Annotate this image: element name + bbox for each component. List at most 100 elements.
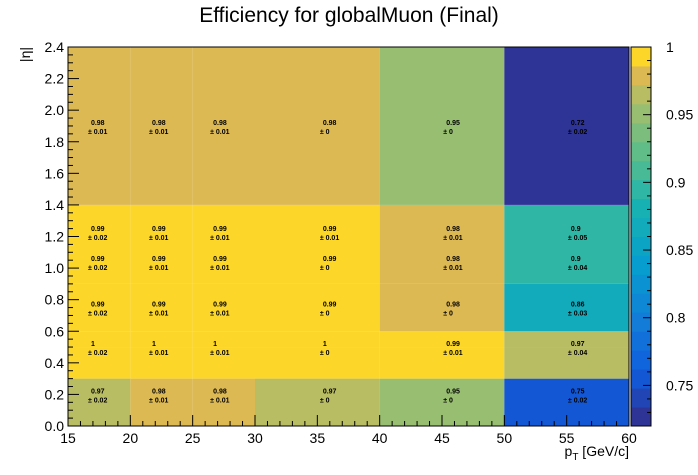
heatmap-cell — [504, 347, 629, 379]
cell-value-label: 0.98 — [213, 120, 227, 127]
y-tick-label: 1.0 — [45, 260, 65, 276]
colorbar-tick-label: 0.85 — [666, 242, 693, 258]
colorbar-segment — [631, 47, 651, 67]
colorbar-segment — [631, 198, 651, 219]
cell-value-label: 0.72 — [571, 120, 585, 127]
cell-error-label: ± 0.01 — [149, 235, 169, 242]
colorbar-tick-label: 0.9 — [666, 174, 686, 190]
cell-value-label: 0.99 — [446, 341, 460, 348]
colorbar-segment — [631, 236, 651, 256]
x-tick-label: 30 — [247, 430, 263, 446]
colorbar-tick-label: 0.8 — [666, 310, 686, 326]
heatmap-cell — [504, 331, 629, 348]
x-axis-label: pT [GeV/c] — [565, 443, 629, 463]
cell-error-label: ± 0.01 — [443, 265, 463, 272]
cell-error-label: ± 0.01 — [443, 235, 463, 242]
cell-value-label: 0.99 — [213, 226, 227, 233]
colorbar-segment — [631, 369, 651, 389]
cell-value-label: 1 — [323, 341, 327, 348]
heatmap-cell — [68, 47, 131, 205]
cell-value-label: 0.99 — [91, 226, 105, 233]
cell-error-label: ± 0.04 — [568, 350, 588, 357]
heatmap-cell — [68, 283, 131, 332]
cell-value-label: 0.99 — [152, 226, 166, 233]
heatmap-cell — [192, 283, 255, 332]
cell-value-label: 0.86 — [571, 302, 585, 309]
colorbar-tick-label: 0.75 — [666, 377, 693, 393]
heatmap-cell — [130, 283, 193, 332]
cell-error-label: ± 0 — [320, 265, 330, 272]
heatmap-cell — [255, 47, 380, 205]
chart-title: Efficiency for globalMuon (Final) — [199, 4, 499, 27]
heatmap-cell — [192, 47, 255, 205]
colorbar-segment — [631, 141, 651, 162]
x-tick-label: 35 — [310, 430, 326, 446]
x-tick-label: 60 — [621, 430, 637, 446]
colorbar-segment — [631, 388, 651, 408]
y-tick-label: 1.2 — [45, 229, 65, 245]
heatmap-cell-labels: 0.97 ± 0.02 0.98 ± 0.01 0.98 ± 0.01 0.97 ± 0 0.9… — [88, 120, 587, 404]
colorbar-segment — [631, 84, 651, 105]
heatmap-cell — [255, 204, 380, 284]
cell-error-label: ± 0.01 — [210, 129, 230, 136]
heatmap-cell — [68, 331, 131, 348]
cell-error-label: ± 0.02 — [88, 350, 108, 357]
y-tick-label: 0.2 — [45, 386, 65, 402]
cell-value-label: 0.99 — [91, 256, 105, 263]
cell-error-label: ± 0.01 — [443, 350, 463, 357]
cell-value-label: 0.99 — [323, 256, 337, 263]
cell-value-label: 0.99 — [323, 302, 337, 309]
cell-value-label: 1 — [91, 341, 95, 348]
cell-error-label: ± 0.03 — [568, 311, 588, 318]
x-tick-label: 20 — [123, 430, 139, 446]
cell-error-label: ± 0.02 — [88, 311, 108, 318]
y-axis-label: |η| — [17, 47, 33, 62]
heatmap-cell — [255, 331, 380, 348]
colorbar-tick-label: 0.95 — [666, 107, 693, 123]
cell-value-label: 0.98 — [446, 302, 460, 309]
y-tick-label: 2.0 — [45, 102, 65, 118]
cell-value-label: 0.98 — [446, 256, 460, 263]
cell-error-label: ± 0 — [443, 129, 453, 136]
heatmap-cell — [504, 47, 629, 205]
cell-error-label: ± 0.01 — [149, 350, 169, 357]
cell-error-label: ± 0.01 — [210, 311, 230, 318]
cell-value-label: 0.99 — [323, 226, 337, 233]
cell-value-label: 0.97 — [323, 388, 337, 395]
cell-error-label: ± 0.02 — [88, 235, 108, 242]
colorbar-segment — [631, 350, 651, 370]
colorbar-tick-label: 1 — [666, 39, 674, 55]
cell-error-label: ± 0.01 — [149, 265, 169, 272]
heatmap-cell — [192, 378, 255, 426]
cell-value-label: 0.98 — [323, 120, 337, 127]
cell-value-label: 0.98 — [446, 226, 460, 233]
cell-error-label: ± 0 — [320, 397, 330, 404]
cell-error-label: ± 0 — [443, 311, 453, 318]
cell-error-label: ± 0.01 — [210, 350, 230, 357]
cell-error-label: ± 0.01 — [149, 311, 169, 318]
cell-value-label: 0.75 — [571, 388, 585, 395]
colorbar-segment — [631, 312, 651, 332]
cell-value-label: 0.9 — [571, 226, 581, 233]
cell-error-label: ± 0.01 — [210, 397, 230, 404]
cell-value-label: 1 — [152, 341, 156, 348]
cell-value-label: 0.97 — [571, 341, 585, 348]
x-tick-label: 45 — [434, 430, 450, 446]
cell-value-label: 0.95 — [446, 388, 460, 395]
colorbar-segment — [631, 122, 651, 143]
colorbar-segment — [631, 217, 651, 237]
cell-value-label: 0.99 — [213, 256, 227, 263]
y-tick-label: 1.8 — [45, 134, 65, 150]
y-tick-label: 0.0 — [45, 418, 65, 434]
cell-error-label: ± 0.02 — [88, 265, 108, 272]
heatmap-cell — [379, 47, 505, 205]
y-tick-label: 2.2 — [45, 71, 65, 87]
cell-error-label: ± 0 — [320, 311, 330, 318]
x-tick-label: 15 — [60, 430, 76, 446]
y-tick-label: 1.6 — [45, 165, 65, 181]
heatmap-cell — [255, 283, 380, 332]
heatmap-cell — [192, 331, 255, 348]
cell-value-label: 0.99 — [91, 302, 105, 309]
x-tick-label: 55 — [559, 430, 575, 446]
